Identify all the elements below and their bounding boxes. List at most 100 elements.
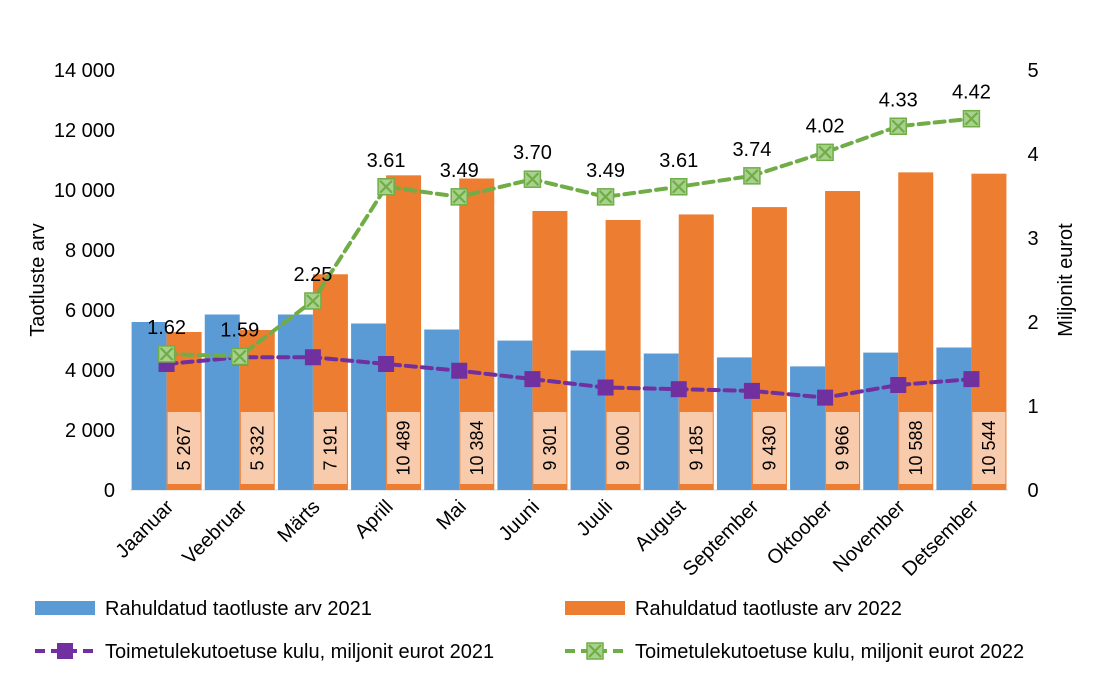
line-marker-2021 [963, 371, 980, 388]
line-marker-2021 [817, 389, 834, 406]
x-tick-label: Jaanuar [111, 496, 178, 563]
marker-cross [306, 294, 320, 308]
bar-label-box [899, 412, 933, 484]
x-tick-label: Aprill [351, 496, 398, 543]
lines-layer [157, 109, 981, 406]
line-marker-2021 [451, 362, 468, 379]
marker-cross [159, 347, 174, 361]
bar-label-box [387, 412, 421, 484]
line-value-label: 3.61 [659, 150, 698, 172]
line-marker-2022 [377, 178, 395, 196]
line-marker-2022 [304, 292, 322, 310]
line-value-label: 3.74 [732, 139, 771, 161]
line-marker-2022 [157, 345, 176, 363]
line-series-2022 [164, 116, 974, 359]
line-marker-2022 [596, 188, 615, 206]
y-tick-label: 8 000 [65, 240, 115, 262]
line-value-label: 3.49 [440, 160, 479, 182]
y-tick-label: 4 000 [65, 360, 115, 382]
legend-item: Toimetulekutoetuse kulu, miljonit eurot … [35, 641, 494, 663]
line-labels-layer: 1.62 1.59 2.25 3.61 3.49 3.70 3.49 3.61 3.74 4.02… [147, 82, 991, 342]
y-axis-title: Taotluste arv [27, 223, 49, 336]
legend-marker [57, 643, 73, 659]
y-tick-label: 6 000 [65, 300, 115, 322]
bar-value-label: 10 544 [979, 420, 999, 475]
bar-2021 [204, 314, 240, 490]
legend-label: Rahuldatud taotluste arv 2022 [635, 598, 902, 620]
marker-cross [671, 179, 686, 194]
bar-label-box [313, 412, 347, 484]
bar-value-label: 9 966 [833, 425, 853, 470]
bar-2021 [424, 329, 460, 490]
legend-label: Rahuldatud taotluste arv 2021 [105, 598, 372, 620]
x-tick-label: Oktoober [763, 496, 837, 570]
x-tick-label: Mai [432, 496, 470, 534]
bar-label-box [460, 412, 494, 484]
y2-tick-label: 4 [1027, 144, 1038, 166]
bar-2021 [277, 314, 313, 490]
x-tick-label: Juuli [572, 496, 617, 541]
line-value-label: 4.33 [879, 89, 918, 111]
bar-label-box [167, 412, 201, 484]
y-tick-label: 12 000 [54, 120, 115, 142]
legend-item: Toimetulekutoetuse kulu, miljonit eurot … [565, 641, 1024, 663]
line-marker-2021 [304, 349, 321, 366]
bar-2021 [351, 323, 387, 490]
bar-2021 [863, 352, 899, 490]
line-value-label: 1.59 [220, 319, 259, 341]
x-tick-label: Juuni [495, 496, 544, 545]
bar-2021 [936, 347, 972, 490]
x-tick-label: August [631, 496, 691, 556]
y-tick-label: 14 000 [54, 60, 115, 82]
y2-axis-title: Miljonit eurot [1055, 223, 1077, 337]
line-value-label: 3.61 [367, 150, 406, 172]
x-tick-label: Märts [274, 496, 325, 547]
bar-label-box [679, 412, 713, 484]
bar-2021 [497, 340, 533, 490]
y2-tick-label: 2 [1027, 312, 1038, 334]
marker-cross [745, 169, 759, 183]
line-marker-2022 [816, 143, 834, 162]
y-tick-label: 0 [104, 480, 115, 502]
line-marker-2022 [450, 188, 468, 206]
legend-swatch [35, 601, 95, 615]
bar-2021 [716, 357, 752, 490]
line-marker-2021 [670, 381, 687, 398]
bar-2021 [570, 350, 606, 490]
marker-cross [525, 172, 540, 186]
marker-cross [598, 190, 613, 204]
bar-label-box [606, 412, 640, 484]
line-marker-2022 [670, 178, 688, 196]
line-series-2021 [164, 355, 974, 400]
y2-tick-label: 1 [1027, 396, 1038, 418]
line-value-label: 3.49 [586, 160, 625, 182]
line-value-label: 4.42 [952, 82, 991, 104]
legend-swatch [565, 601, 625, 615]
bar-label-box [752, 412, 786, 484]
line-marker-2022 [962, 109, 981, 128]
bar-value-label: 10 489 [394, 420, 414, 475]
line-marker-2021 [524, 371, 541, 388]
marker-cross [379, 179, 393, 194]
y2-tick-label: 5 [1027, 60, 1038, 82]
line-marker-2022 [889, 117, 907, 136]
legend-marker-cross [588, 644, 602, 658]
marker-cross [452, 190, 467, 204]
line-marker-2021 [378, 356, 395, 372]
legend-label: Toimetulekutoetuse kulu, miljonit eurot … [105, 641, 494, 663]
line-value-label: 1.62 [147, 317, 186, 339]
line-marker-2021 [890, 377, 907, 393]
legend-item: Rahuldatud taotluste arv 2022 [565, 598, 902, 620]
bar-value-label: 9 430 [759, 425, 779, 470]
bar-value-label: 5 267 [174, 425, 194, 470]
bar-value-label: 9 000 [613, 425, 633, 470]
y-tick-label: 2 000 [65, 420, 115, 442]
bar-label-box [533, 412, 567, 484]
legend-item: Rahuldatud taotluste arv 2021 [35, 598, 372, 620]
x-tick-label: Detsember [898, 496, 983, 581]
legend-label: Toimetulekutoetuse kulu, miljonit eurot … [635, 641, 1024, 663]
line-marker-2021 [597, 379, 614, 396]
bar-label-box [240, 412, 274, 484]
